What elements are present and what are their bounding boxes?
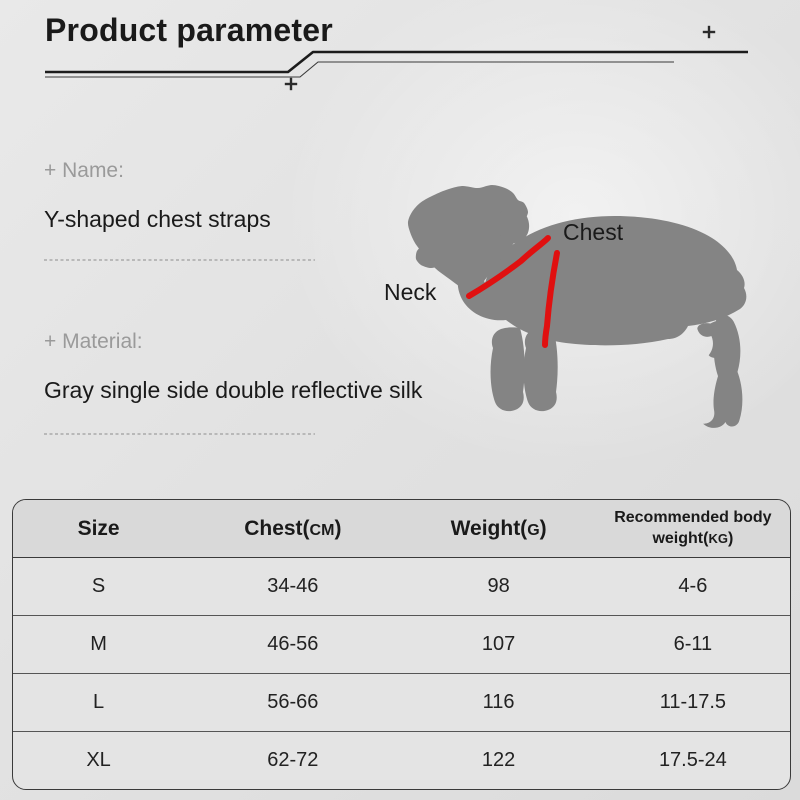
svg-text:Chest: Chest (563, 219, 624, 245)
svg-text:Neck: Neck (384, 279, 437, 305)
